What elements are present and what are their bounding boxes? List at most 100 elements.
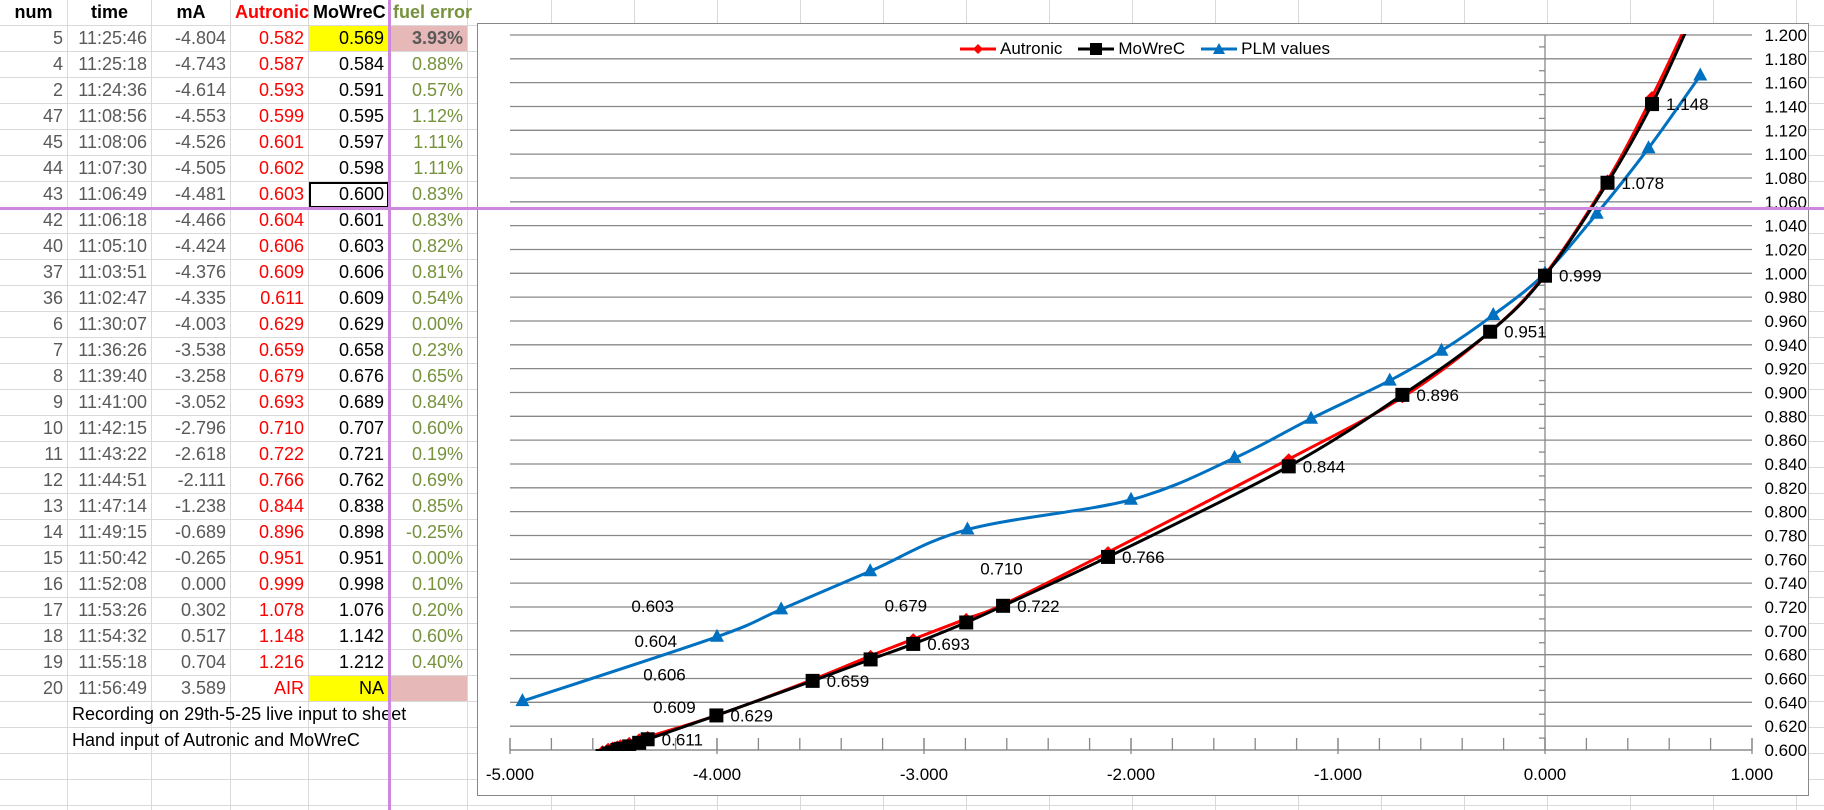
cell-autronic[interactable]: 0.896: [231, 520, 309, 546]
cell-ma[interactable]: -4.614: [152, 78, 231, 104]
cell-mowrec[interactable]: 0.951: [309, 546, 389, 572]
cell-num[interactable]: 6: [0, 312, 68, 338]
cell-autronic[interactable]: 0.766: [231, 468, 309, 494]
header-ma[interactable]: mA: [152, 0, 231, 26]
cell-autronic[interactable]: 0.679: [231, 364, 309, 390]
header-mowrec[interactable]: MoWreC: [309, 0, 389, 26]
cell-fuel-error[interactable]: 3.93%: [389, 26, 468, 52]
cell-num[interactable]: 4: [0, 52, 68, 78]
cell-fuel-error[interactable]: 0.20%: [389, 598, 468, 624]
header-autronic[interactable]: Autronic: [231, 0, 309, 26]
cell-mowrec[interactable]: 0.898: [309, 520, 389, 546]
cell-num[interactable]: 45: [0, 130, 68, 156]
cell-autronic[interactable]: AIR: [231, 676, 309, 702]
cell-num[interactable]: 5: [0, 26, 68, 52]
cell-ma[interactable]: 3.589: [152, 676, 231, 702]
cell-mowrec[interactable]: 0.584: [309, 52, 389, 78]
cell-num[interactable]: 8: [0, 364, 68, 390]
note-text[interactable]: Recording on 29th-5-25 live input to she…: [68, 702, 468, 728]
cell-ma[interactable]: -4.376: [152, 260, 231, 286]
cell-ma[interactable]: 0.302: [152, 598, 231, 624]
cell-ma[interactable]: -2.618: [152, 442, 231, 468]
cell-time[interactable]: 11:41:00: [68, 390, 152, 416]
cell-autronic[interactable]: 0.603: [231, 182, 309, 208]
cell-ma[interactable]: 0.000: [152, 572, 231, 598]
cell-ma[interactable]: -1.238: [152, 494, 231, 520]
cell-autronic[interactable]: 0.951: [231, 546, 309, 572]
cell-num[interactable]: 20: [0, 676, 68, 702]
cell-fuel-error[interactable]: 1.11%: [389, 130, 468, 156]
cell-fuel-error[interactable]: [389, 676, 468, 702]
cell-autronic[interactable]: 0.602: [231, 156, 309, 182]
cell-time[interactable]: 11:02:47: [68, 286, 152, 312]
cell-mowrec[interactable]: 0.676: [309, 364, 389, 390]
cell-time[interactable]: 11:08:06: [68, 130, 152, 156]
cell-time[interactable]: 11:25:18: [68, 52, 152, 78]
cell-mowrec[interactable]: 0.689: [309, 390, 389, 416]
cell-num[interactable]: 14: [0, 520, 68, 546]
cell-fuel-error[interactable]: 0.65%: [389, 364, 468, 390]
cell-mowrec[interactable]: 0.597: [309, 130, 389, 156]
cell-time[interactable]: 11:49:15: [68, 520, 152, 546]
cell-autronic[interactable]: 0.593: [231, 78, 309, 104]
cell-num[interactable]: 11: [0, 442, 68, 468]
cell-mowrec[interactable]: 1.212: [309, 650, 389, 676]
cell-ma[interactable]: -4.335: [152, 286, 231, 312]
header-num[interactable]: num: [0, 0, 68, 26]
cell-autronic[interactable]: 1.148: [231, 624, 309, 650]
cell-fuel-error[interactable]: 0.23%: [389, 338, 468, 364]
cell-num[interactable]: 44: [0, 156, 68, 182]
cell-fuel-error[interactable]: 0.60%: [389, 416, 468, 442]
cell-mowrec[interactable]: 0.601: [309, 208, 389, 234]
cell-num[interactable]: 42: [0, 208, 68, 234]
cell-ma[interactable]: -2.796: [152, 416, 231, 442]
cell-num[interactable]: 2: [0, 78, 68, 104]
cell-time[interactable]: 11:08:56: [68, 104, 152, 130]
cell-ma[interactable]: 0.704: [152, 650, 231, 676]
cell-fuel-error[interactable]: 0.84%: [389, 390, 468, 416]
cell-fuel-error[interactable]: 0.85%: [389, 494, 468, 520]
cell-time[interactable]: 11:06:49: [68, 182, 152, 208]
cell-mowrec[interactable]: 0.603: [309, 234, 389, 260]
cell-autronic[interactable]: 0.659: [231, 338, 309, 364]
cell-num[interactable]: 12: [0, 468, 68, 494]
cell-mowrec[interactable]: 1.076: [309, 598, 389, 624]
cell-time[interactable]: 11:53:26: [68, 598, 152, 624]
cell-mowrec[interactable]: 1.142: [309, 624, 389, 650]
cell-mowrec[interactable]: 0.658: [309, 338, 389, 364]
cell-time[interactable]: 11:06:18: [68, 208, 152, 234]
cell-fuel-error[interactable]: 0.83%: [389, 182, 468, 208]
cell-num[interactable]: 17: [0, 598, 68, 624]
cell-time[interactable]: 11:43:22: [68, 442, 152, 468]
cell-time[interactable]: 11:36:26: [68, 338, 152, 364]
cell-ma[interactable]: -4.424: [152, 234, 231, 260]
cell-autronic[interactable]: 0.693: [231, 390, 309, 416]
cell-num[interactable]: 43: [0, 182, 68, 208]
cell-fuel-error[interactable]: 0.57%: [389, 78, 468, 104]
cell-time[interactable]: 11:54:32: [68, 624, 152, 650]
cell-autronic[interactable]: 1.078: [231, 598, 309, 624]
cell-ma[interactable]: -4.466: [152, 208, 231, 234]
cell-fuel-error[interactable]: 1.12%: [389, 104, 468, 130]
cell-time[interactable]: 11:03:51: [68, 260, 152, 286]
cell-fuel-error[interactable]: 0.60%: [389, 624, 468, 650]
cell-num[interactable]: 37: [0, 260, 68, 286]
cell-ma[interactable]: -4.003: [152, 312, 231, 338]
cell-autronic[interactable]: 0.582: [231, 26, 309, 52]
cell-ma[interactable]: -4.553: [152, 104, 231, 130]
cell-ma[interactable]: -2.111: [152, 468, 231, 494]
cell-ma[interactable]: -3.258: [152, 364, 231, 390]
cell-autronic[interactable]: 0.604: [231, 208, 309, 234]
cell-fuel-error[interactable]: 0.83%: [389, 208, 468, 234]
cell-num[interactable]: 36: [0, 286, 68, 312]
cell-autronic[interactable]: 1.216: [231, 650, 309, 676]
cell-autronic[interactable]: 0.611: [231, 286, 309, 312]
chart-legend[interactable]: Autronic MoWreC PLM values: [960, 38, 1330, 60]
cell-mowrec[interactable]: 0.998: [309, 572, 389, 598]
cell-fuel-error[interactable]: -0.25%: [389, 520, 468, 546]
cell-num[interactable]: 7: [0, 338, 68, 364]
cell-fuel-error[interactable]: 0.54%: [389, 286, 468, 312]
cell-time[interactable]: 11:42:15: [68, 416, 152, 442]
cell-time[interactable]: 11:44:51: [68, 468, 152, 494]
cell-fuel-error[interactable]: 0.82%: [389, 234, 468, 260]
